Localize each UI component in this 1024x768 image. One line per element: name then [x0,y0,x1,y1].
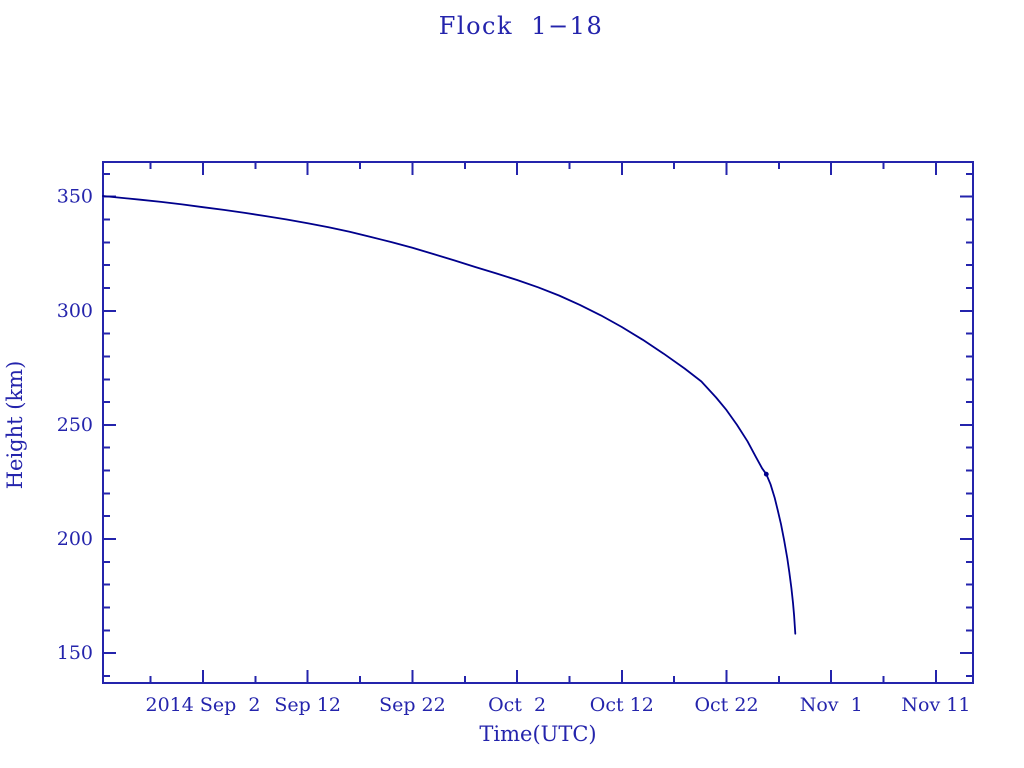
series-layer [102,195,797,635]
plot-frame [102,161,974,684]
y-tick-label: 300 [57,300,93,322]
x-tick-label: 2014 Sep 2 [146,694,261,716]
x-tick-label: Sep 22 [379,694,446,716]
height-curve [102,195,797,635]
x-tick-label: Sep 12 [274,694,341,716]
x-tick-label: Oct 12 [590,694,654,716]
y-axis-title: Height (km) [3,361,27,490]
y-tick-label: 250 [57,414,93,436]
x-axis-title: Time(UTC) [479,722,596,746]
x-tick-label: Nov 1 [800,694,863,716]
y-tick-label: 150 [57,642,93,664]
tick-labels-layer: 2014 Sep 2 Sep 12 Sep 22 Oct 2 Oct 12 Oct 22 N… [57,186,971,716]
chart-title: Flock 1−18 [438,12,604,40]
x-tick-label: Nov 11 [901,694,970,716]
x-tick-label: Oct 2 [488,694,546,716]
x-tick-label: Oct 22 [694,694,758,716]
curve-data-marker [763,471,769,477]
axes-layer [102,161,974,684]
y-tick-label: 200 [57,528,93,550]
y-tick-label: 350 [57,186,93,208]
